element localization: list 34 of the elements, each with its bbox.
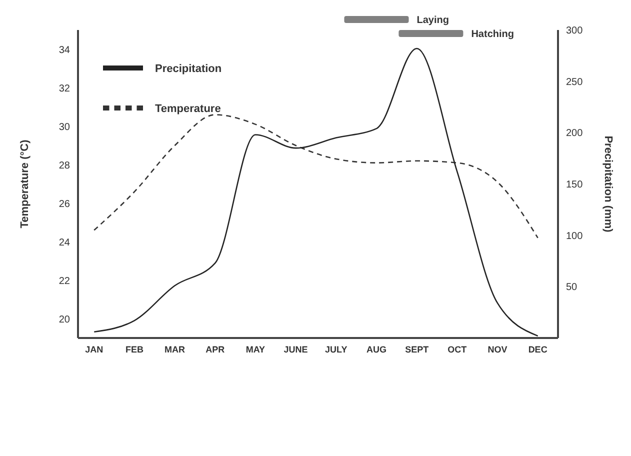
y-tick-label: 20 (58, 314, 70, 326)
x-tick-label: SEPT (405, 344, 430, 354)
x-tick-label: OCT (448, 344, 468, 354)
x-tick-label: DEC (528, 344, 548, 354)
y2-tick-label: 50 (566, 282, 578, 294)
x-tick-label: NOV (488, 344, 508, 354)
y2-tick-label: 250 (566, 76, 584, 88)
x-tick-label: APR (206, 344, 226, 354)
text: Laying (416, 15, 449, 26)
x-tick-label: AUG (366, 344, 386, 354)
y-tick-label: 32 (58, 83, 70, 94)
x-tick-label: MAR (164, 344, 186, 354)
line-series (93, 48, 538, 337)
y2-tick-label: 200 (566, 128, 584, 140)
y-axis-title: Temperature (°C) (18, 139, 31, 228)
y2-tick-label: 100 (566, 230, 584, 242)
line-series (93, 114, 538, 239)
annotation: Hatching (471, 29, 514, 40)
y-tick-label: 26 (58, 198, 70, 210)
legend-label: Temperature (155, 102, 221, 115)
x-tick-label: JUNE (284, 344, 308, 354)
y-tick-label: 28 (58, 160, 70, 172)
y2-axis-title: Precipitation (mm) (602, 136, 614, 233)
x-tick-label: FEB (125, 344, 144, 354)
y-tick-label: 22 (58, 276, 70, 287)
y-tick-label: 24 (58, 237, 70, 248)
x-tick-label: MAY (246, 344, 266, 354)
y2-tick-label: 150 (566, 180, 584, 191)
y-tick-label: 34 (58, 44, 70, 56)
legend-label: Precipitation (155, 62, 222, 75)
x-tick-label: JULY (325, 344, 348, 354)
x-tick-label: JAN (85, 344, 104, 354)
y-tick-label: 30 (58, 122, 70, 133)
y2-tick-label: 300 (566, 26, 584, 37)
